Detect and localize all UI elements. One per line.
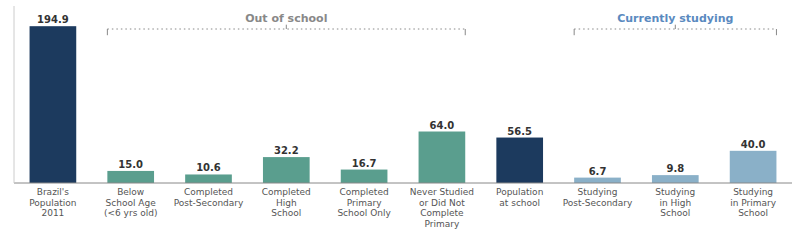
chart-container: 194.9 15.0 10.6 32.2 16.7 64.0 56.5 6.7 9.8 40.0 B…	[0, 0, 800, 243]
data-label: 6.7	[589, 166, 607, 177]
annotation: Out of school	[245, 12, 327, 25]
data-label: 64.0	[430, 120, 455, 131]
bar	[419, 132, 466, 183]
x-tick-label-line: School	[660, 208, 690, 218]
x-tick-label-line: Brazil's	[37, 187, 70, 197]
data-label: 194.9	[37, 14, 69, 25]
x-tick-label: BelowSchool Age(<6 yrs old)	[104, 187, 157, 218]
x-tick-label: Brazil'sPopulation2011	[29, 187, 76, 218]
bracket-end	[465, 29, 466, 35]
data-label: 15.0	[118, 159, 143, 170]
x-tick-label-line: Population	[29, 198, 76, 208]
x-tick-label: CompletedPost-Secondary	[174, 187, 244, 208]
chart: 194.9 15.0 10.6 32.2 16.7 64.0 56.5 6.7 9.8 40.0 B…	[0, 0, 800, 243]
data-label: 9.8	[666, 163, 684, 174]
x-tick-label-line: Completed	[184, 187, 233, 197]
x-tick-label: CompletedPrimarySchool Only	[337, 187, 391, 218]
bracket-tick	[286, 25, 287, 29]
x-tick-label-line: School	[271, 208, 301, 218]
annotation: Currently studying	[617, 12, 733, 25]
bracket-end	[776, 29, 777, 35]
data-label: 56.5	[507, 126, 532, 137]
bar	[263, 157, 310, 183]
x-axis-line	[14, 183, 792, 184]
x-tick-label-line: High	[276, 198, 297, 208]
x-tick-label-line: Primary	[425, 219, 460, 229]
x-tick-label: Studyingin HighSchool	[655, 187, 695, 218]
x-tick-label-line: Below	[117, 187, 144, 197]
data-label: 40.0	[741, 139, 766, 150]
bar	[107, 171, 154, 183]
bar	[185, 174, 232, 183]
x-tick-label: Studyingin PrimarySchool	[730, 187, 777, 218]
x-tick-label-line: School Only	[337, 208, 391, 218]
x-tick-label-line: School	[738, 208, 768, 218]
x-tick-label: Populationat school	[496, 187, 543, 208]
x-tick-label-line: in High	[659, 198, 691, 208]
bracket	[574, 25, 776, 36]
y-axis-line	[14, 6, 15, 183]
bars	[30, 26, 777, 183]
bar	[730, 151, 777, 183]
bar	[652, 175, 699, 183]
x-tick-label-line: Completed	[340, 187, 389, 197]
x-tick-label-line: Population	[496, 187, 543, 197]
x-tick-label-line: School Age	[106, 198, 157, 208]
x-tick-label: CompletedHighSchool	[262, 187, 311, 218]
bar	[341, 170, 388, 183]
x-tick-label-line: (<6 yrs old)	[104, 208, 157, 218]
x-tick-label-line: Studying	[578, 187, 618, 197]
bar	[496, 138, 543, 183]
bar	[574, 178, 621, 183]
x-tick-label-line: Studying	[733, 187, 773, 197]
x-tick-label-line: in Primary	[730, 198, 777, 208]
data-label: 32.2	[274, 145, 299, 156]
bar	[30, 26, 77, 183]
x-tick-label: StudyingPost-Secondary	[563, 187, 633, 208]
x-tick-label-line: Completed	[262, 187, 311, 197]
x-tick-label-line: at school	[499, 198, 540, 208]
data-label: 10.6	[196, 162, 221, 173]
bracket-tick	[675, 25, 676, 29]
bracket-end	[107, 29, 108, 35]
x-tick-label: Never Studiedor Did NotCompletePrimary	[410, 187, 474, 229]
x-tick-label-line: or Did Not	[419, 198, 465, 208]
x-tick-label-line: 2011	[41, 208, 64, 218]
x-tick-label-line: Post-Secondary	[563, 198, 633, 208]
x-tick-label-line: Studying	[655, 187, 695, 197]
data-label: 16.7	[352, 158, 377, 169]
bracket	[107, 25, 465, 36]
x-tick-label-line: Complete	[420, 208, 464, 218]
x-tick-label-line: Never Studied	[410, 187, 474, 197]
x-tick-label-line: Post-Secondary	[174, 198, 244, 208]
bracket-end	[574, 29, 575, 35]
x-tick-label-line: Primary	[347, 198, 382, 208]
